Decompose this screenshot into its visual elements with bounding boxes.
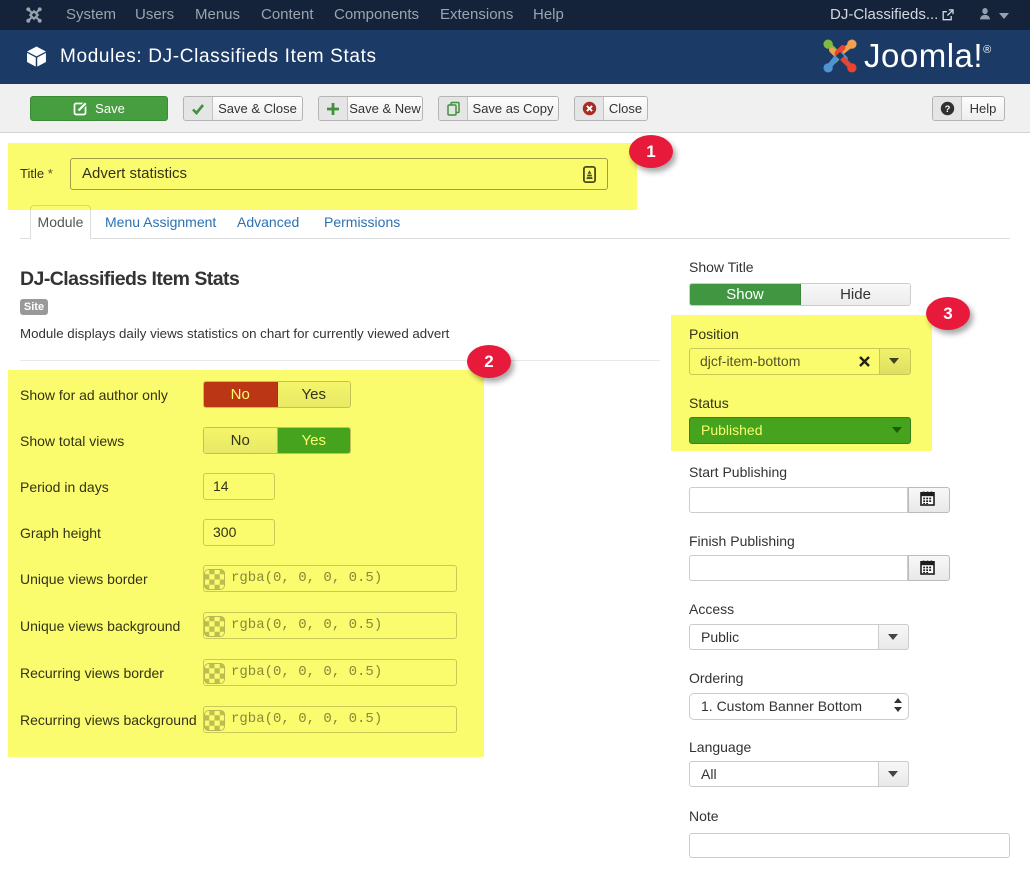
svg-text:?: ? xyxy=(944,104,950,115)
